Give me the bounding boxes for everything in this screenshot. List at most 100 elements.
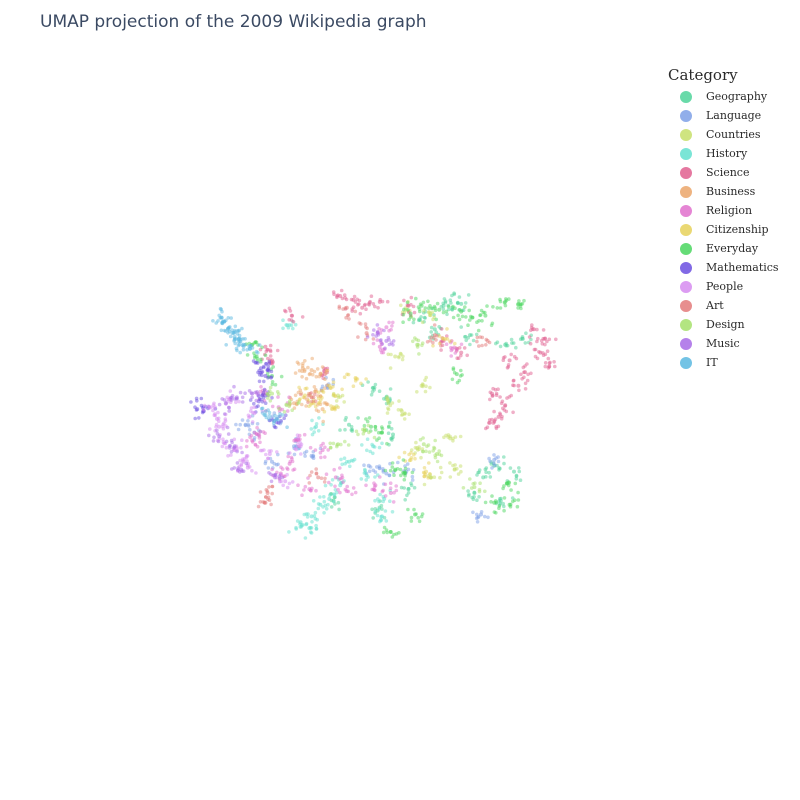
scatter-point (382, 347, 387, 352)
legend-item-music[interactable]: Music (668, 334, 779, 353)
scatter-point (444, 342, 449, 347)
scatter-point (476, 470, 480, 475)
scatter-point (411, 339, 415, 344)
legend-item-history[interactable]: History (668, 144, 779, 163)
scatter-point (371, 468, 376, 473)
scatter-point (320, 384, 325, 389)
scatter-point (226, 454, 230, 458)
scatter-point (499, 496, 503, 501)
scatter-point (257, 368, 262, 373)
scatter-point (377, 466, 382, 470)
scatter-point (361, 431, 366, 436)
scatter-point (264, 495, 268, 499)
scatter-point (222, 421, 226, 426)
scatter-point (391, 432, 395, 437)
scatter-point (383, 509, 388, 513)
scatter-point (230, 328, 234, 332)
scatter-point (342, 479, 346, 483)
scatter-point (290, 408, 295, 413)
scatter-point (309, 395, 314, 400)
scatter-point (288, 451, 292, 455)
scatter-point (431, 449, 436, 453)
scatter-point (293, 371, 298, 375)
scatter-point (220, 321, 225, 326)
scatter-point (263, 353, 268, 358)
scatter-point (377, 344, 382, 349)
scatter-point (328, 445, 333, 450)
scatter-point (459, 350, 464, 355)
scatter-point (263, 413, 268, 417)
scatter-point (451, 315, 456, 320)
legend-item-mathematics[interactable]: Mathematics (668, 258, 779, 277)
scatter-point (511, 410, 515, 415)
scatter-point (217, 313, 221, 318)
legend-item-art[interactable]: Art (668, 296, 779, 315)
legend-item-religion[interactable]: Religion (668, 201, 779, 220)
scatter-point (253, 361, 258, 365)
legend-item-science[interactable]: Science (668, 163, 779, 182)
scatter-point (437, 307, 442, 312)
scatter-point (466, 493, 471, 498)
scatter-point (377, 436, 381, 441)
scatter-point (256, 343, 260, 347)
legend-item-countries[interactable]: Countries (668, 125, 779, 144)
scatter-point (511, 383, 515, 388)
legend-item-language[interactable]: Language (668, 106, 779, 125)
scatter-point (293, 438, 298, 442)
scatter-point (356, 432, 360, 437)
scatter-point (228, 400, 233, 405)
scatter-point (471, 497, 476, 502)
scatter-point (320, 389, 325, 393)
scatter-point (230, 331, 235, 336)
scatter-point (503, 303, 508, 308)
scatter-point (380, 514, 384, 519)
scatter-point (346, 443, 351, 447)
scatter-point (322, 366, 326, 371)
scatter-point (278, 407, 282, 411)
scatter-point (295, 360, 300, 365)
scatter-point (199, 403, 204, 408)
scatter-point (429, 335, 433, 340)
legend-item-business[interactable]: Business (668, 182, 779, 201)
scatter-point (415, 345, 420, 349)
scatter-point (385, 395, 390, 400)
scatter-point (333, 502, 337, 506)
scatter-point (311, 456, 316, 461)
scatter-point (405, 493, 409, 498)
scatter-point (403, 466, 408, 471)
scatter-point (350, 429, 355, 433)
scatter-point (233, 341, 237, 346)
scatter-point (331, 377, 336, 382)
scatter-point (318, 394, 323, 398)
scatter-point (400, 312, 405, 317)
scatter-point (471, 510, 475, 515)
legend-item-geography[interactable]: Geography (668, 87, 779, 106)
scatter-point (314, 488, 318, 493)
scatter-point (227, 446, 232, 450)
scatter-point (236, 466, 240, 470)
scatter-point (399, 352, 403, 356)
scatter-point (381, 467, 385, 471)
scatter-point (502, 300, 507, 305)
scatter-point (308, 473, 312, 478)
legend-item-people[interactable]: People (668, 277, 779, 296)
scatter-point (207, 433, 211, 438)
scatter-point (387, 328, 391, 333)
scatter-point (340, 387, 344, 392)
legend-item-everyday[interactable]: Everyday (668, 239, 779, 258)
legend-item-citizenship[interactable]: Citizenship (668, 220, 779, 239)
legend-item-it[interactable]: IT (668, 353, 779, 372)
scatter-point (385, 530, 390, 535)
scatter-point (235, 448, 239, 453)
scatter-point (403, 474, 407, 478)
scatter-point (412, 485, 417, 490)
legend-item-design[interactable]: Design (668, 315, 779, 334)
scatter-point (340, 393, 345, 398)
scatter-point (240, 343, 245, 348)
scatter-point (427, 310, 431, 314)
series-history-points (281, 318, 395, 540)
scatter-point (371, 333, 375, 337)
scatter-point (419, 303, 424, 308)
scatter-point (418, 318, 423, 323)
scatter-point (216, 410, 220, 415)
